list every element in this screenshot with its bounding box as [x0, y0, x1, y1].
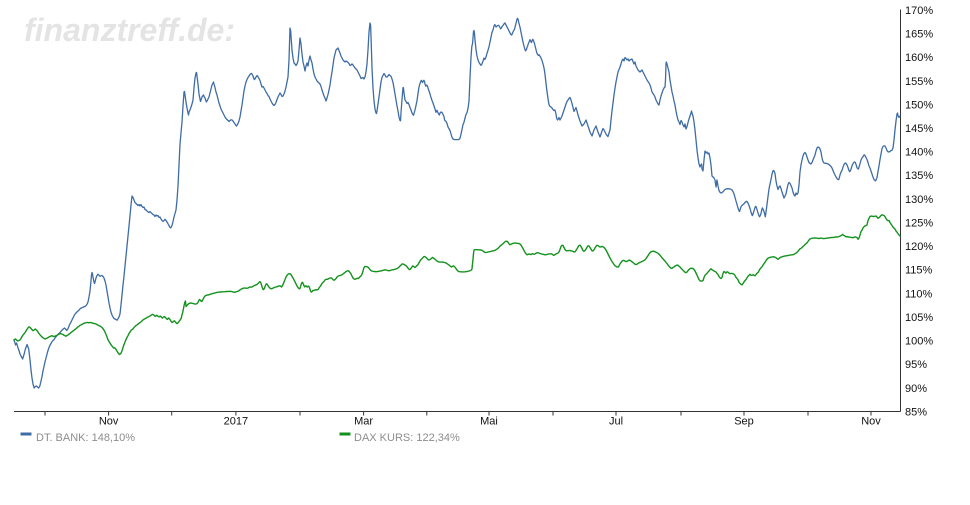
svg-text:135%: 135% [905, 170, 933, 182]
svg-text:110%: 110% [905, 288, 933, 300]
svg-text:160%: 160% [905, 52, 933, 64]
svg-text:Mar: Mar [354, 416, 373, 428]
svg-text:finanztreff.de:: finanztreff.de: [24, 12, 235, 48]
svg-text:130%: 130% [905, 194, 933, 206]
svg-text:Nov: Nov [861, 416, 881, 428]
svg-text:Sep: Sep [734, 416, 754, 428]
svg-text:Nov: Nov [99, 416, 119, 428]
svg-text:2017: 2017 [224, 416, 248, 428]
svg-text:165%: 165% [905, 29, 933, 41]
svg-text:100%: 100% [905, 336, 933, 348]
svg-text:140%: 140% [905, 147, 933, 159]
svg-text:95%: 95% [905, 359, 927, 371]
svg-text:150%: 150% [905, 99, 933, 111]
svg-text:85%: 85% [905, 406, 927, 418]
svg-text:145%: 145% [905, 123, 933, 135]
svg-text:Mai: Mai [480, 416, 498, 428]
svg-text:120%: 120% [905, 241, 933, 253]
svg-text:105%: 105% [905, 312, 933, 324]
svg-text:DT. BANK: 148,10%: DT. BANK: 148,10% [36, 432, 135, 444]
svg-text:115%: 115% [905, 265, 933, 277]
svg-text:155%: 155% [905, 76, 933, 88]
svg-text:90%: 90% [905, 383, 927, 395]
svg-text:DAX KURS: 122,34%: DAX KURS: 122,34% [354, 432, 460, 444]
svg-text:170%: 170% [905, 5, 933, 17]
svg-text:125%: 125% [905, 218, 933, 230]
svg-text:Jul: Jul [609, 416, 623, 428]
